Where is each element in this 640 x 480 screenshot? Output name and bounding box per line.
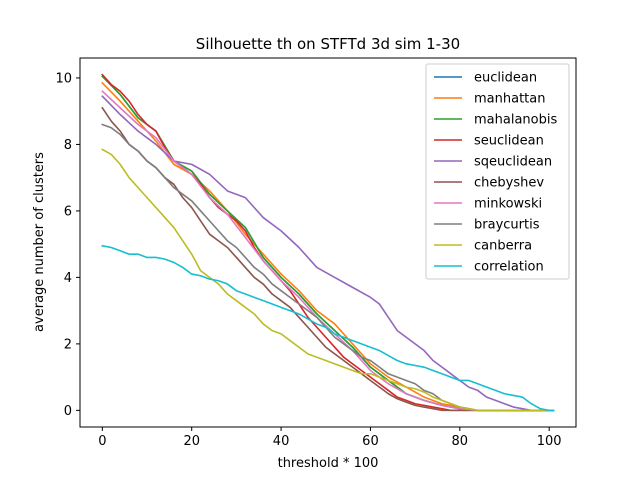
y-tick-label: 4 [64, 271, 72, 286]
y-tick-label: 6 [64, 204, 72, 219]
x-tick-label: 40 [273, 434, 290, 449]
x-tick-label: 0 [98, 434, 106, 449]
legend-label-canberra: canberra [474, 239, 532, 254]
x-tick-label: 20 [183, 434, 200, 449]
x-tick-label: 60 [362, 434, 379, 449]
series-line-sqeuclidean [101, 95, 555, 412]
legend-box [425, 63, 570, 280]
x-axis-ticks: 0 20 40 60 80 100 [98, 427, 562, 449]
series-line-manhattan [101, 81, 555, 412]
y-tick-label: 2 [64, 337, 72, 352]
legend-label-mahalanobis: mahalanobis [474, 113, 557, 128]
legend-label-seuclidean: seuclidean [474, 134, 544, 149]
legend-label-braycurtis: braycurtis [474, 218, 540, 233]
x-tick-label: 80 [452, 434, 469, 449]
y-axis-ticks: 0 2 4 6 8 10 [55, 71, 80, 419]
y-tick-label: 0 [64, 404, 72, 419]
x-axis-label: threshold * 100 [278, 456, 379, 471]
series-line-canberra [101, 148, 555, 412]
x-tick-label: 100 [537, 434, 562, 449]
series-line-correlation [101, 244, 555, 412]
y-tick-label: 8 [64, 138, 72, 153]
legend-label-sqeuclidean: sqeuclidean [474, 155, 552, 170]
legend-label-correlation: correlation [474, 260, 544, 275]
plot-frame [79, 57, 577, 428]
y-axis-label: average number of clusters [32, 152, 47, 332]
legend-label-manhattan: manhattan [474, 92, 545, 107]
legend-label-chebyshev: chebyshev [474, 176, 544, 191]
y-tick-label: 10 [55, 71, 72, 86]
legend-items: euclidean manhattan mahalanobis seuclidean s… [434, 71, 557, 275]
series-line-braycurtis [101, 123, 555, 412]
legend-label-minkowski: minkowski [474, 197, 542, 212]
legend-label-euclidean: euclidean [474, 71, 537, 86]
legend: euclidean manhattan mahalanobis seuclidean s… [425, 63, 570, 280]
series-line-minkowski [101, 90, 555, 412]
series-group [101, 73, 555, 412]
chart-title: Silhouette th on STFTd 3d sim 1-30 [196, 35, 460, 53]
